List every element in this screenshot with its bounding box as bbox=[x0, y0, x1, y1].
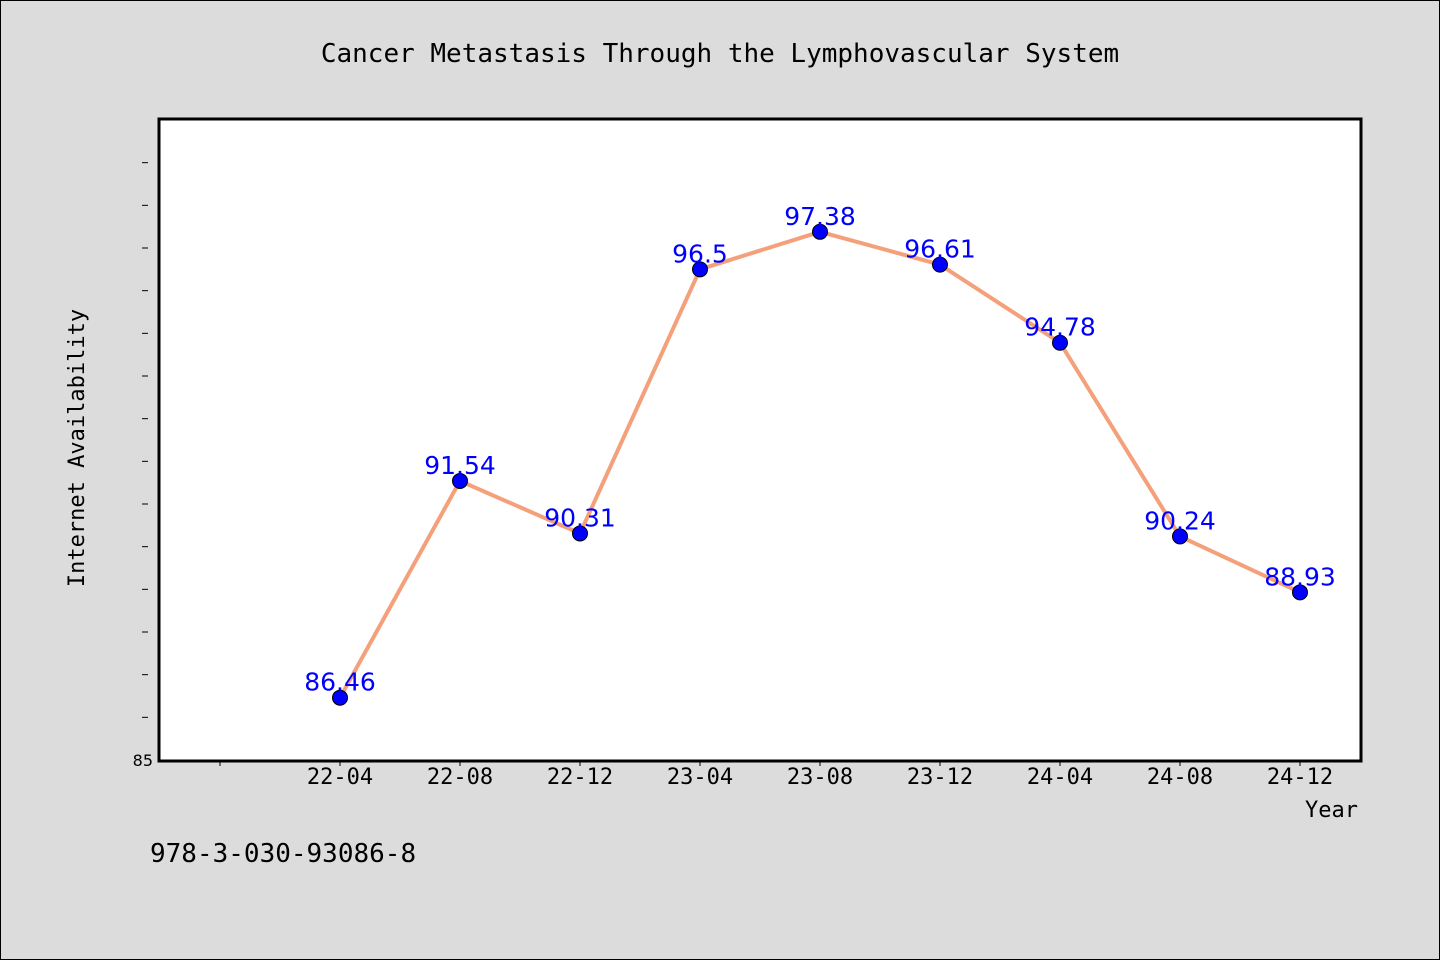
x-tick-label: 23-08 bbox=[787, 765, 853, 790]
x-axis-label: Year bbox=[1305, 798, 1358, 823]
x-tick-label: 24-04 bbox=[1027, 765, 1093, 790]
x-tick-label: 23-12 bbox=[907, 765, 973, 790]
data-point bbox=[932, 256, 948, 273]
data-label: 91.54 bbox=[424, 451, 496, 480]
data-point bbox=[812, 223, 828, 240]
data-point bbox=[572, 525, 588, 542]
data-label: 90.24 bbox=[1144, 506, 1216, 535]
y-axis-ticks bbox=[142, 162, 148, 718]
data-label: 96.61 bbox=[904, 235, 976, 264]
x-tick-label: 22-08 bbox=[427, 765, 493, 790]
x-tick-label: 22-12 bbox=[547, 765, 613, 790]
isbn-code: 978-3-030-93086-8 bbox=[150, 839, 416, 869]
plot-area bbox=[157, 117, 1363, 763]
x-axis-ticks: 22-04 22-08 22-12 23-04 23-08 23-12 24-04 24-08… bbox=[219, 761, 1333, 790]
x-tick-label: 22-04 bbox=[307, 765, 373, 790]
data-label: 97.38 bbox=[784, 202, 856, 231]
x-tick-label: 24-08 bbox=[1147, 765, 1213, 790]
data-point bbox=[692, 261, 708, 278]
data-label: 88.93 bbox=[1264, 562, 1336, 591]
data-label: 94.78 bbox=[1024, 313, 1096, 342]
y-axis-label: Internet Availability bbox=[65, 309, 90, 587]
data-point bbox=[452, 472, 468, 489]
data-label: 86.46 bbox=[304, 668, 376, 697]
data-point bbox=[1052, 334, 1068, 351]
series-markers bbox=[332, 223, 1308, 706]
data-label: 96.5 bbox=[672, 239, 728, 268]
x-tick-label: 24-12 bbox=[1267, 765, 1333, 790]
data-point bbox=[332, 689, 348, 706]
data-point bbox=[1172, 528, 1188, 545]
chart-title: Cancer Metastasis Through the Lymphovasc… bbox=[321, 39, 1119, 69]
x-tick-label: 23-04 bbox=[667, 765, 733, 790]
y-tick-label: 85 bbox=[133, 751, 153, 770]
data-point bbox=[1292, 584, 1308, 601]
data-label: 90.31 bbox=[544, 503, 616, 532]
data-labels: 86.46 91.54 90.31 96.5 97.38 96.61 94.78 90.24 8… bbox=[304, 202, 1336, 697]
